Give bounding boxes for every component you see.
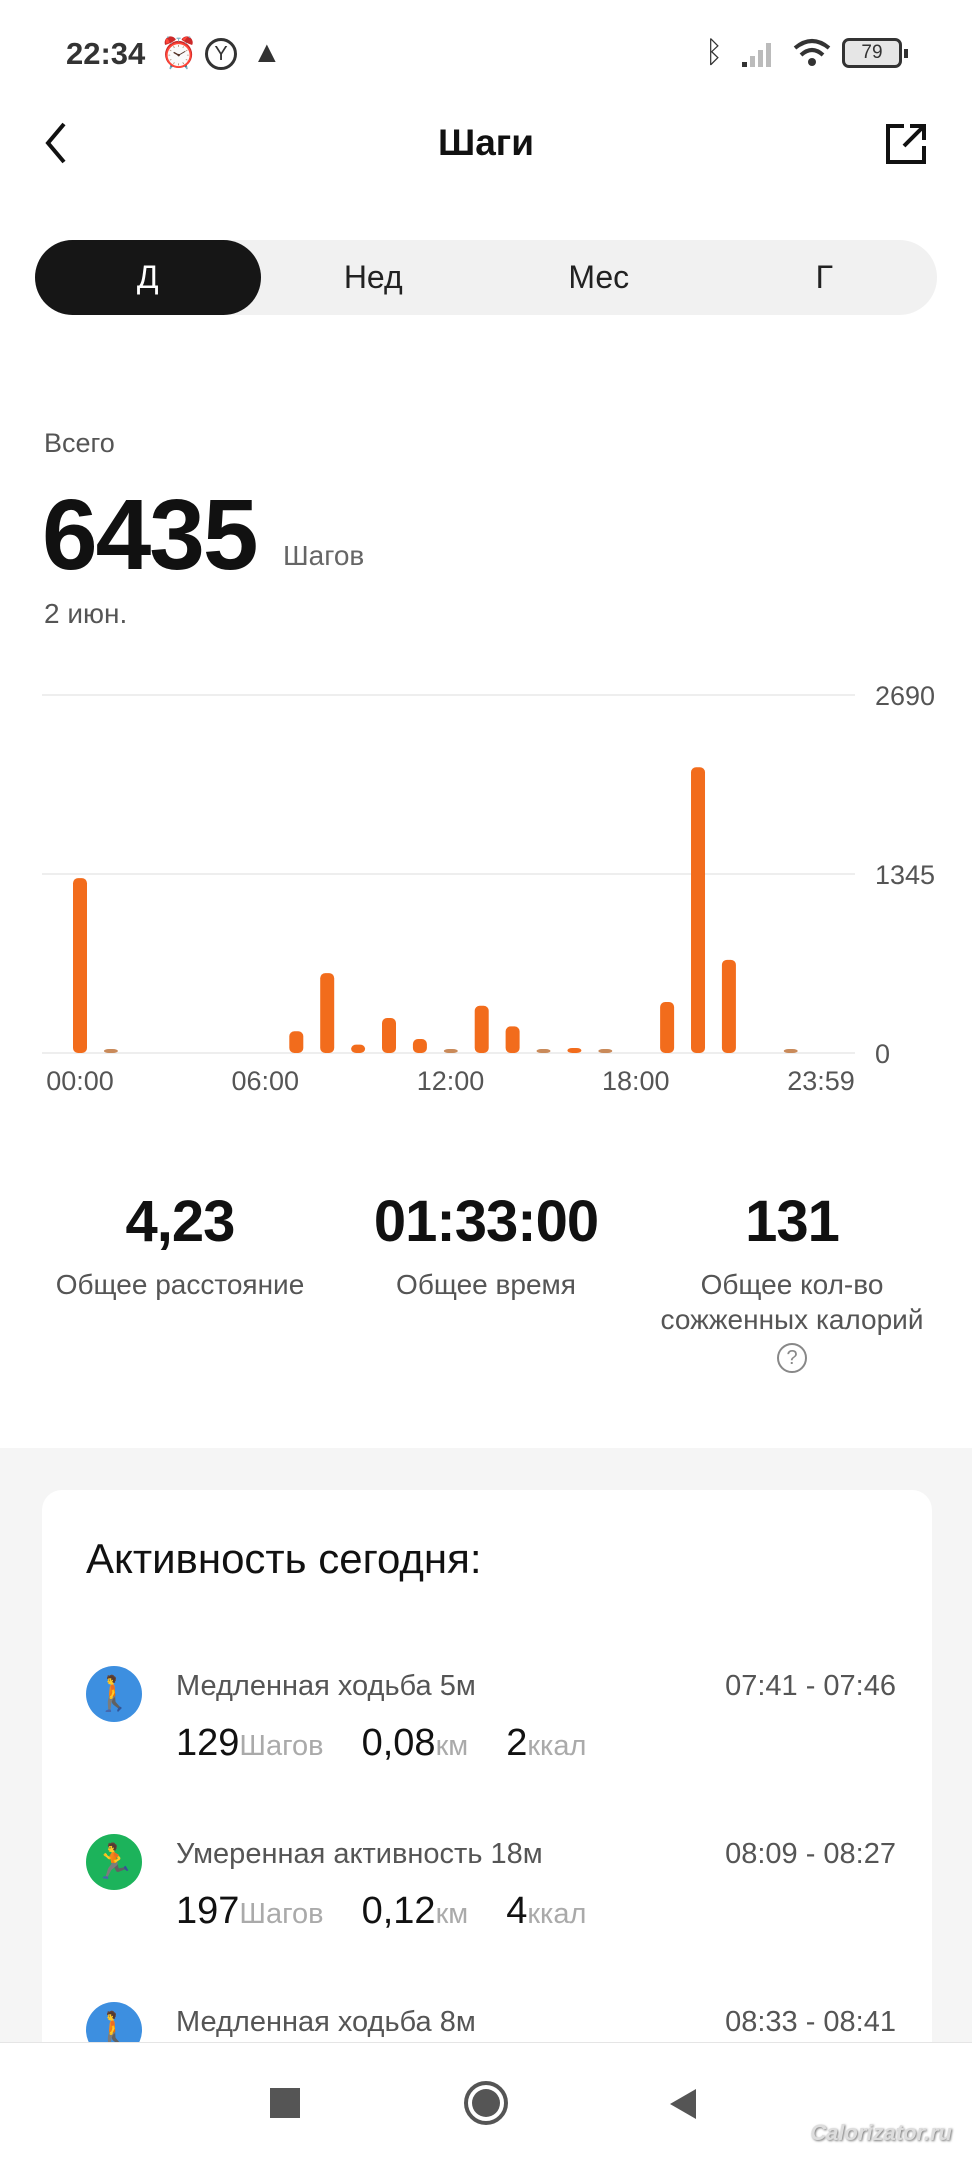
time-label: Общее время	[396, 1269, 576, 1300]
bar	[443, 1049, 458, 1053]
tab-day[interactable]: Д	[35, 240, 261, 315]
steps-value: 129	[176, 1722, 240, 1764]
bar	[536, 1049, 551, 1053]
stat-distance: 4,23 Общее расстояние	[18, 1188, 342, 1302]
bar	[505, 1026, 520, 1053]
battery-icon: 79	[842, 38, 908, 68]
bar	[289, 1031, 304, 1053]
tab-year[interactable]: Г	[815, 259, 833, 295]
activity-values: 197Шагов 0,12км 4ккал	[176, 1890, 624, 1933]
x-tick-label: 18:00	[602, 1066, 670, 1096]
bar	[691, 767, 706, 1053]
total-steps: 6435	[42, 479, 258, 591]
alarm-icon: ⏰	[160, 37, 198, 70]
tab-week[interactable]: Нед	[343, 259, 403, 295]
bar	[412, 1039, 427, 1053]
steps-unit: Шагов	[283, 540, 365, 571]
steps-unit: Шагов	[239, 1898, 324, 1930]
bar	[783, 1049, 798, 1053]
x-tick-label: 00:00	[46, 1066, 114, 1096]
activity-icon: 🏃	[86, 1834, 142, 1890]
steps-unit: Шагов	[239, 1730, 324, 1762]
total-label: Всего	[44, 428, 115, 458]
activity-name: Медленная ходьба 8м	[176, 2006, 476, 2038]
kcal-unit: ккал	[527, 1898, 587, 1930]
kcal-value: 4	[506, 1890, 528, 1932]
activity-time: 08:33 - 08:41	[725, 2006, 896, 2038]
bar	[721, 959, 736, 1053]
watermark: Calorizator.ru	[810, 2120, 952, 2145]
y-tick-label: 1345	[875, 860, 935, 890]
page-title: Шаги	[438, 122, 534, 163]
signal-icon	[742, 43, 771, 67]
calories-value: 131	[745, 1189, 840, 1254]
help-icon[interactable]: ?	[777, 1343, 807, 1373]
steps-chart: 2690 1345 0 00:00 06:00 12:00 18:00 23:59	[42, 681, 935, 1096]
y-tick-label: 2690	[875, 681, 935, 711]
bar	[382, 1017, 397, 1053]
activity-time: 08:09 - 08:27	[725, 1838, 896, 1870]
time-value: 01:33:00	[373, 1189, 599, 1254]
date-label: 2 июн.	[44, 598, 128, 629]
activity-name: Умеренная активность 18м	[176, 1838, 543, 1870]
status-bar: 22:34 ⏰ Y ▲ ᛒ 79	[0, 0, 972, 110]
x-tick-label: 23:59	[787, 1066, 855, 1096]
activity-card	[42, 1490, 932, 2090]
tab-month[interactable]: Мес	[568, 259, 630, 295]
share-button[interactable]	[882, 120, 930, 168]
kcal-value: 2	[506, 1722, 528, 1764]
km-value: 0,12	[361, 1890, 436, 1932]
distance-value: 4,23	[125, 1189, 236, 1254]
bar	[660, 1002, 675, 1053]
bar	[474, 1005, 489, 1053]
wifi-icon	[793, 39, 831, 66]
clock: 22:34	[66, 36, 146, 71]
distance-label: Общее расстояние	[55, 1269, 305, 1300]
bar	[567, 1047, 582, 1053]
bar	[598, 1049, 613, 1053]
activity-values: 129Шагов 0,08км 2ккал	[176, 1722, 624, 1765]
yandex-icon: Y	[205, 38, 237, 70]
x-tick-label: 12:00	[417, 1066, 485, 1096]
calories-label: Общее кол-во сожженных калорий	[660, 1269, 924, 1335]
kcal-unit: ккал	[527, 1730, 587, 1762]
activity-item[interactable]: 🚶 Медленная ходьба 5м 07:41 - 07:46 129Ш…	[86, 1666, 896, 1776]
bluetooth-icon: ᛒ	[705, 36, 723, 69]
activity-title: Активность сегодня:	[86, 1535, 482, 1582]
back-button[interactable]	[38, 118, 78, 168]
warning-icon: ▲	[252, 36, 282, 69]
steps-value: 197	[176, 1890, 240, 1932]
walking-icon: 🚶	[86, 1666, 142, 1722]
km-unit: км	[435, 1730, 469, 1762]
bar	[320, 973, 335, 1053]
stat-calories: 131 Общее кол-во сожженных калорий ?	[630, 1188, 954, 1373]
km-value: 0,08	[361, 1722, 436, 1764]
km-unit: км	[435, 1898, 469, 1930]
bar	[351, 1044, 366, 1053]
activity-name: Медленная ходьба 5м	[176, 1670, 476, 1702]
period-tabs: Д Нед Мес Г	[35, 240, 937, 315]
activity-time: 07:41 - 07:46	[725, 1670, 896, 1702]
stat-time: 01:33:00 Общее время	[324, 1188, 648, 1302]
back-nav-button[interactable]	[668, 2087, 698, 2121]
bar	[73, 878, 87, 1053]
home-button[interactable]	[464, 2081, 508, 2125]
bar	[103, 1049, 118, 1053]
system-nav-bar	[0, 2042, 972, 2160]
x-tick-label: 06:00	[231, 1066, 299, 1096]
activity-item[interactable]: 🏃 Умеренная активность 18м 08:09 - 08:27…	[86, 1834, 896, 1944]
y-tick-label: 0	[875, 1039, 890, 1069]
recents-button[interactable]	[270, 2088, 300, 2118]
